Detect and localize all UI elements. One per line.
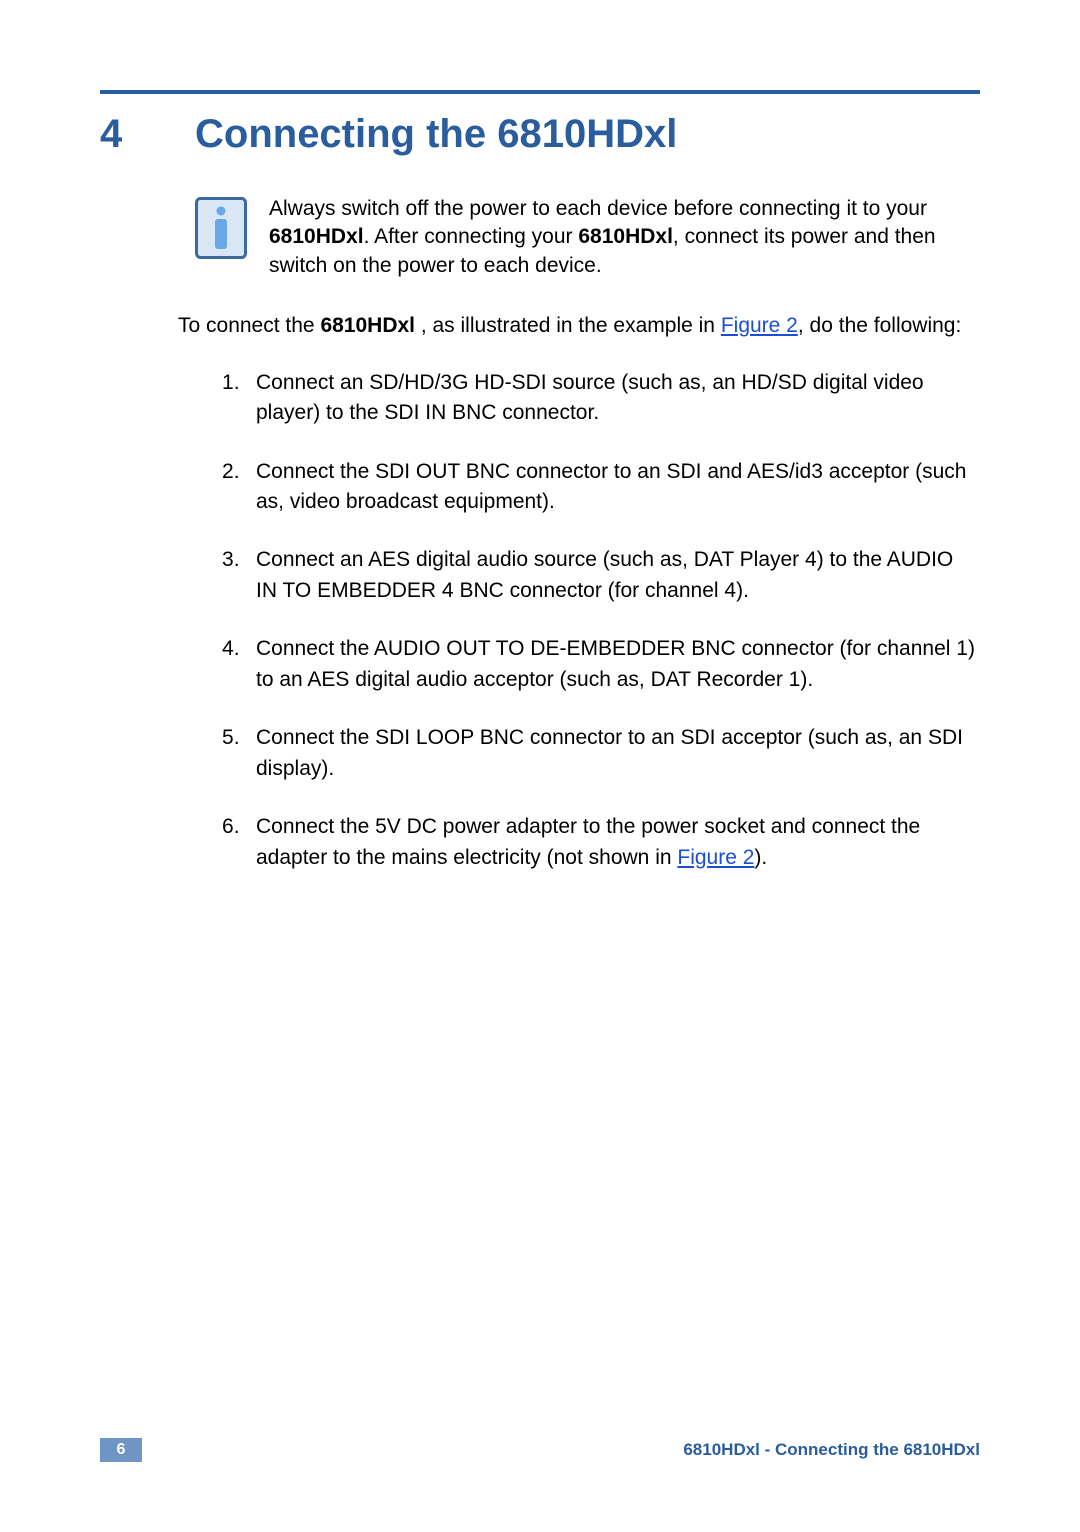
- top-rule: [100, 90, 980, 94]
- info-callout: Always switch off the power to each devi…: [195, 195, 980, 280]
- steps-list: Connect an SD/HD/3G HD-SDI source (such …: [222, 368, 980, 873]
- info-bold2: 6810HDxl: [578, 225, 673, 248]
- list-item: Connect an SD/HD/3G HD-SDI source (such …: [222, 368, 980, 429]
- list-item: Connect an AES digital audio source (suc…: [222, 545, 980, 606]
- info-pre: Always switch off the power to each devi…: [269, 197, 927, 220]
- figure-link[interactable]: Figure 2: [677, 846, 754, 869]
- footer-text: 6810HDxl - Connecting the 6810HDxl: [683, 1440, 980, 1460]
- document-page: 4 Connecting the 6810HDxl Always switch …: [0, 0, 1080, 1532]
- page-footer: 6 6810HDxl - Connecting the 6810HDxl: [100, 1438, 980, 1462]
- info-bold1: 6810HDxl: [269, 225, 364, 248]
- info-icon: [195, 197, 247, 264]
- intro-pre: To connect the: [178, 314, 320, 337]
- info-mid1: . After connecting your: [364, 225, 579, 248]
- chapter-heading: 4 Connecting the 6810HDxl: [100, 112, 980, 157]
- list-item: Connect the AUDIO OUT TO DE-EMBEDDER BNC…: [222, 634, 980, 695]
- step6-pre: Connect the 5V DC power adapter to the p…: [256, 815, 920, 868]
- chapter-number: 4: [100, 112, 195, 157]
- step6-post: ).: [754, 846, 767, 869]
- page-number: 6: [100, 1438, 142, 1462]
- intro-paragraph: To connect the 6810HDxl , as illustrated…: [178, 308, 980, 344]
- chapter-title: Connecting the 6810HDxl: [195, 112, 677, 157]
- list-item: Connect the SDI LOOP BNC connector to an…: [222, 723, 980, 784]
- figure-link[interactable]: Figure 2: [721, 314, 798, 337]
- intro-bold: 6810HDxl: [320, 314, 415, 337]
- info-text: Always switch off the power to each devi…: [269, 195, 980, 280]
- list-item: Connect the SDI OUT BNC connector to an …: [222, 457, 980, 518]
- list-item: Connect the 5V DC power adapter to the p…: [222, 812, 980, 873]
- intro-post: , do the following:: [798, 314, 961, 337]
- intro-mid: , as illustrated in the example in: [415, 314, 721, 337]
